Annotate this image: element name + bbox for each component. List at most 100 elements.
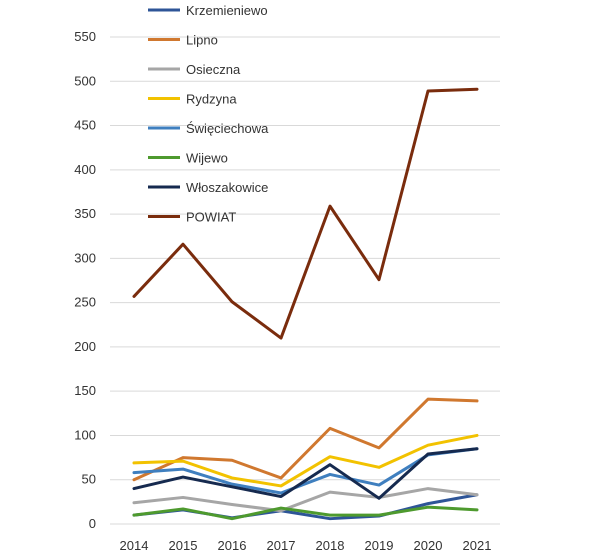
data-point — [132, 513, 136, 517]
data-point — [377, 483, 381, 487]
legend-item: POWIAT — [148, 210, 236, 225]
data-point — [230, 482, 234, 486]
data-point — [475, 434, 479, 437]
series-line-powiat — [132, 87, 479, 340]
y-tick-label: 450 — [74, 118, 96, 133]
data-point — [426, 89, 430, 93]
data-point — [181, 459, 185, 463]
y-tick-label: 50 — [82, 472, 96, 487]
legend-item: Wijewo — [148, 151, 228, 166]
data-point — [230, 300, 234, 303]
series-line-włoszakowice — [132, 447, 479, 500]
data-point — [426, 505, 430, 509]
series-line-rydzyna — [132, 433, 479, 488]
legend-label: Wijewo — [186, 151, 228, 166]
data-point — [328, 473, 332, 476]
legend-item: Włoszakowice — [148, 180, 268, 195]
data-point — [377, 466, 381, 469]
data-point — [230, 476, 234, 480]
data-point — [328, 490, 332, 494]
data-point — [377, 446, 381, 450]
data-point — [377, 278, 381, 281]
data-point — [181, 475, 185, 479]
data-point — [230, 459, 234, 462]
legend-label: Włoszakowice — [186, 180, 268, 195]
legend-label: Rydzyna — [186, 92, 237, 107]
data-point — [377, 513, 381, 517]
legend-item: Święciechowa — [148, 121, 269, 136]
x-tick-label: 2021 — [463, 538, 492, 553]
y-tick-label: 400 — [74, 162, 96, 177]
data-point — [181, 507, 185, 511]
y-tick-label: 300 — [74, 250, 96, 265]
y-axis: 0 50 100 150 200 250 300 350 400 450 500 550 — [74, 29, 96, 531]
data-point — [426, 502, 430, 505]
data-point — [279, 509, 283, 512]
data-point — [132, 461, 136, 465]
y-tick-label: 100 — [74, 427, 96, 442]
data-point — [328, 463, 332, 466]
data-point — [181, 467, 185, 471]
data-point — [475, 493, 479, 496]
data-point — [426, 487, 430, 490]
legend-item: Krzemieniewo — [148, 3, 268, 18]
data-point — [328, 427, 332, 430]
data-point — [475, 399, 479, 403]
x-axis: 2014 2015 2016 2017 2018 2019 2020 2021 — [120, 538, 492, 553]
data-point — [181, 456, 185, 459]
data-point — [132, 501, 136, 504]
data-point — [426, 443, 430, 447]
data-point — [181, 496, 185, 499]
x-tick-label: 2018 — [316, 538, 345, 553]
data-point — [377, 497, 381, 500]
data-point — [132, 478, 136, 481]
data-point — [328, 204, 332, 208]
data-point — [426, 397, 430, 401]
data-point — [230, 503, 234, 506]
legend-label: POWIAT — [186, 210, 236, 225]
data-point — [328, 455, 332, 458]
y-tick-label: 150 — [74, 383, 96, 398]
x-tick-label: 2020 — [414, 538, 443, 553]
y-tick-label: 0 — [89, 516, 96, 531]
legend: Krzemieniewo Lipno Osieczna Rydzyna Święciec… — [148, 3, 269, 225]
x-tick-label: 2016 — [218, 538, 247, 553]
data-point — [279, 495, 283, 498]
gridlines — [110, 36, 500, 525]
legend-item: Rydzyna — [148, 92, 237, 107]
data-point — [132, 471, 136, 474]
data-point — [132, 295, 136, 298]
x-tick-label: 2015 — [169, 538, 198, 553]
data-point — [181, 242, 185, 246]
y-tick-label: 350 — [74, 206, 96, 221]
legend-label: Święciechowa — [186, 121, 269, 136]
data-point — [230, 517, 234, 520]
series-line-osieczna — [132, 487, 479, 513]
data-point — [132, 487, 136, 490]
series-line-wijewo — [132, 505, 479, 521]
legend-label: Krzemieniewo — [186, 3, 268, 18]
data-point — [475, 447, 479, 450]
data-point — [279, 336, 283, 340]
x-tick-label: 2014 — [120, 538, 149, 553]
data-point — [279, 476, 283, 480]
series-line-lipno — [132, 397, 479, 482]
y-tick-label: 550 — [74, 29, 96, 44]
legend-label: Osieczna — [186, 62, 241, 77]
y-tick-label: 500 — [74, 73, 96, 88]
legend-label: Lipno — [186, 33, 218, 48]
data-point — [475, 508, 479, 512]
x-tick-label: 2019 — [365, 538, 394, 553]
data-point — [230, 485, 234, 489]
y-tick-label: 250 — [74, 295, 96, 310]
legend-item: Osieczna — [148, 62, 241, 77]
x-tick-label: 2017 — [267, 538, 296, 553]
data-point — [328, 513, 332, 517]
data-point — [279, 484, 283, 488]
legend-item: Lipno — [148, 33, 218, 48]
series-lines — [132, 87, 479, 521]
data-point — [279, 506, 283, 510]
y-tick-label: 200 — [74, 339, 96, 354]
data-point — [328, 517, 332, 520]
